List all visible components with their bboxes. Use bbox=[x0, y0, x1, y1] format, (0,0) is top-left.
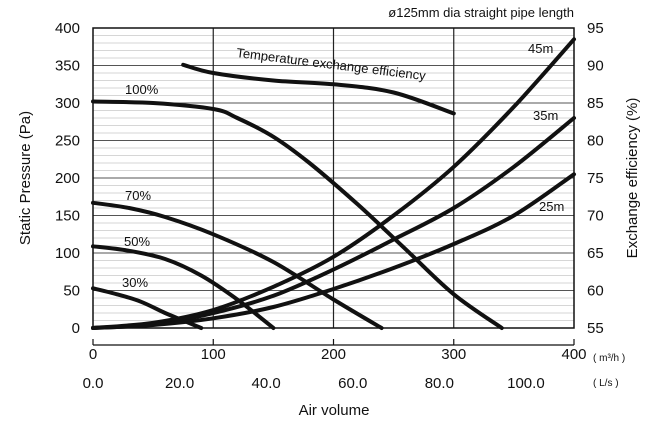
y-right-tick-label: 80 bbox=[587, 133, 604, 150]
x-secondary-tick-label: 100.0 bbox=[507, 375, 545, 392]
y-left-tick-label: 200 bbox=[55, 170, 80, 187]
x-secondary-unit: ( L/s ) bbox=[593, 378, 619, 389]
x-primary-tick-label: 400 bbox=[561, 346, 586, 363]
series-label-45m: 45m bbox=[528, 41, 553, 56]
x-primary-tick-label: 200 bbox=[321, 346, 346, 363]
y-right-tick-label: 75 bbox=[587, 170, 604, 187]
y-left-tick-label: 0 bbox=[72, 320, 80, 337]
series-line-100pct bbox=[91, 99, 504, 330]
series-label-35m: 35m bbox=[533, 108, 558, 123]
y-left-tick-label: 150 bbox=[55, 208, 80, 225]
x-primary-tick-label: 0 bbox=[89, 346, 97, 363]
y-left-tick-label: 250 bbox=[55, 133, 80, 150]
y-right-tick-label: 65 bbox=[587, 245, 604, 262]
series-label-70pct: 70% bbox=[125, 188, 151, 203]
x-axis-title: Air volume bbox=[299, 402, 370, 419]
series-label-100pct: 100% bbox=[125, 82, 159, 97]
series-label-30pct: 30% bbox=[122, 275, 148, 290]
series-label-25m: 25m bbox=[539, 199, 564, 214]
x-primary-tick-label: 100 bbox=[201, 346, 226, 363]
y-right-axis-title: Exchange efficiency (%) bbox=[624, 98, 641, 259]
y-right-tick-label: 85 bbox=[587, 95, 604, 112]
y-left-axis-title: Static Pressure (Pa) bbox=[17, 111, 34, 245]
chart-title: ø125mm dia straight pipe length bbox=[388, 5, 574, 20]
y-right-tick-label: 70 bbox=[587, 208, 604, 225]
x-primary-unit: ( m³/h ) bbox=[593, 353, 625, 364]
y-left-tick-label: 50 bbox=[63, 283, 80, 300]
y-right-tick-label: 90 bbox=[587, 58, 604, 75]
plot-frame bbox=[92, 27, 575, 329]
series-line-temperature-exchange-efficiency bbox=[181, 62, 456, 116]
y-left-tick-label: 350 bbox=[55, 58, 80, 75]
major-grid bbox=[93, 28, 574, 328]
series-line-35m bbox=[91, 116, 576, 330]
x-secondary-tick-label: 20.0 bbox=[165, 375, 194, 392]
x-secondary-tick-label: 40.0 bbox=[252, 375, 281, 392]
y-left-tick-label: 100 bbox=[55, 245, 80, 262]
y-right-tick-label: 60 bbox=[587, 283, 604, 300]
x-primary-tick-label: 300 bbox=[441, 346, 466, 363]
y-right-tick-labels: 55 60 65 70 75 80 85 90 95 bbox=[587, 20, 604, 337]
series-label-50pct: 50% bbox=[124, 234, 150, 249]
series-line-70pct bbox=[91, 200, 384, 330]
y-right-tick-label: 55 bbox=[587, 320, 604, 337]
y-left-tick-label: 400 bbox=[55, 20, 80, 37]
series-line-25m bbox=[91, 172, 576, 330]
x-secondary-tick-label: 0.0 bbox=[83, 375, 104, 392]
x-primary-axis: 0 100 200 300 400 bbox=[89, 339, 587, 363]
x-secondary-tick-label: 60.0 bbox=[338, 375, 367, 392]
y-left-tick-label: 300 bbox=[55, 95, 80, 112]
x-secondary-tick-label: 80.0 bbox=[425, 375, 454, 392]
y-left-tick-labels: 0 50 100 150 200 250 300 350 400 bbox=[55, 20, 80, 337]
series-lines bbox=[91, 37, 576, 330]
y-right-tick-label: 95 bbox=[587, 20, 604, 37]
x-secondary-axis: 0.0 20.0 40.0 60.0 80.0 100.0 bbox=[83, 375, 545, 392]
